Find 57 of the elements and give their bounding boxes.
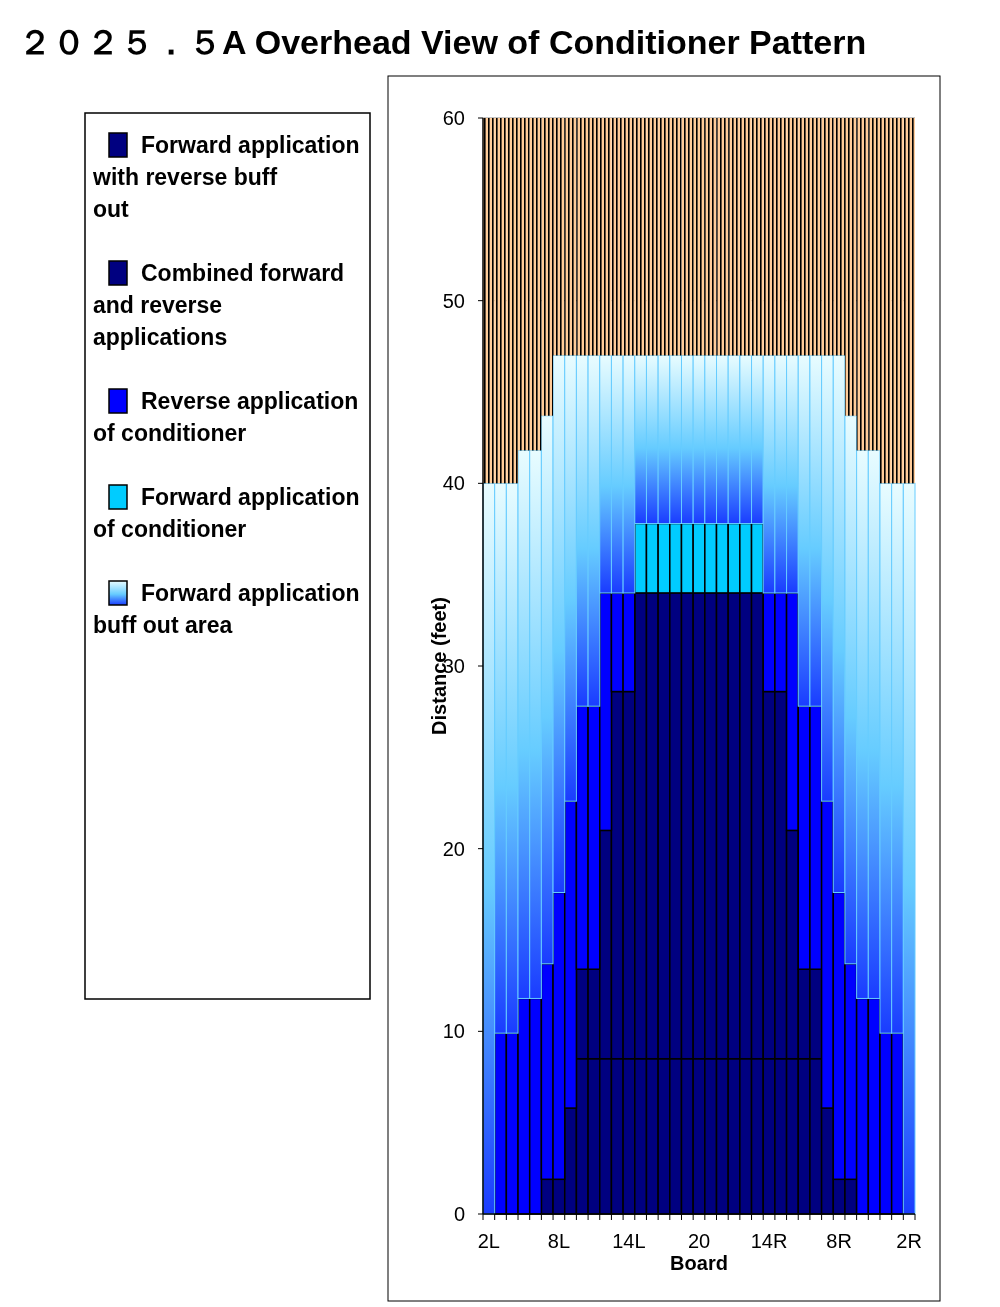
bar bbox=[763, 118, 775, 356]
legend-label: Forward application of conditioner bbox=[93, 484, 360, 542]
bar bbox=[856, 118, 869, 451]
legend-label: Forward application buff out area bbox=[93, 580, 360, 638]
bar bbox=[541, 118, 554, 416]
bar bbox=[693, 118, 705, 356]
bar bbox=[716, 118, 729, 356]
bar bbox=[588, 118, 600, 356]
bar bbox=[891, 118, 904, 484]
bar bbox=[774, 118, 787, 356]
bar bbox=[599, 118, 612, 356]
x-tick-label: 8L bbox=[547, 1230, 571, 1252]
bar bbox=[879, 118, 892, 484]
bar bbox=[553, 118, 565, 356]
y-tick-label: 20 bbox=[442, 837, 465, 860]
bar bbox=[704, 118, 717, 356]
chart-title: ２０２５．５A Overhead View of Conditioner Pattern bbox=[18, 23, 867, 61]
bar bbox=[751, 118, 764, 356]
y-tick-label: 60 bbox=[442, 107, 465, 129]
bar bbox=[903, 118, 915, 484]
bar bbox=[821, 118, 834, 356]
x-tick-label: 2R bbox=[896, 1230, 922, 1252]
bar bbox=[564, 118, 577, 356]
bar bbox=[529, 118, 542, 451]
x-tick-label: 14R bbox=[750, 1230, 788, 1252]
bar bbox=[634, 118, 647, 356]
y-tick-label: 10 bbox=[442, 1020, 465, 1043]
bar bbox=[494, 118, 507, 484]
x-tick-label: 8R bbox=[826, 1230, 852, 1252]
y-tick-label: 40 bbox=[442, 472, 465, 495]
bar bbox=[518, 118, 530, 451]
legend-label: Forward application with reverse buff out bbox=[92, 132, 360, 222]
bar bbox=[798, 118, 810, 356]
bar bbox=[611, 118, 624, 356]
x-axis-title: Board bbox=[670, 1252, 728, 1274]
bar bbox=[669, 118, 682, 356]
x-tick-label: 2L bbox=[477, 1230, 500, 1252]
legend-label: Reverse application of conditioner bbox=[93, 388, 359, 446]
bar bbox=[623, 118, 635, 356]
bar bbox=[483, 118, 495, 484]
bar bbox=[681, 118, 694, 356]
bar bbox=[868, 118, 880, 451]
bar bbox=[809, 118, 822, 356]
x-tick-label: 14L bbox=[612, 1230, 646, 1252]
bar bbox=[576, 118, 589, 356]
legend-label: Combined forward and reverse applications bbox=[93, 260, 345, 350]
x-tick-label: 20 bbox=[687, 1230, 711, 1252]
bar bbox=[786, 118, 799, 356]
bar bbox=[506, 118, 519, 484]
bar bbox=[833, 118, 845, 356]
bar bbox=[658, 118, 670, 356]
y-tick-label: 50 bbox=[442, 289, 465, 312]
bar bbox=[739, 118, 752, 356]
bar bbox=[646, 118, 659, 356]
y-tick-label: 0 bbox=[453, 1203, 465, 1225]
bar bbox=[844, 118, 857, 416]
bar bbox=[728, 118, 740, 356]
